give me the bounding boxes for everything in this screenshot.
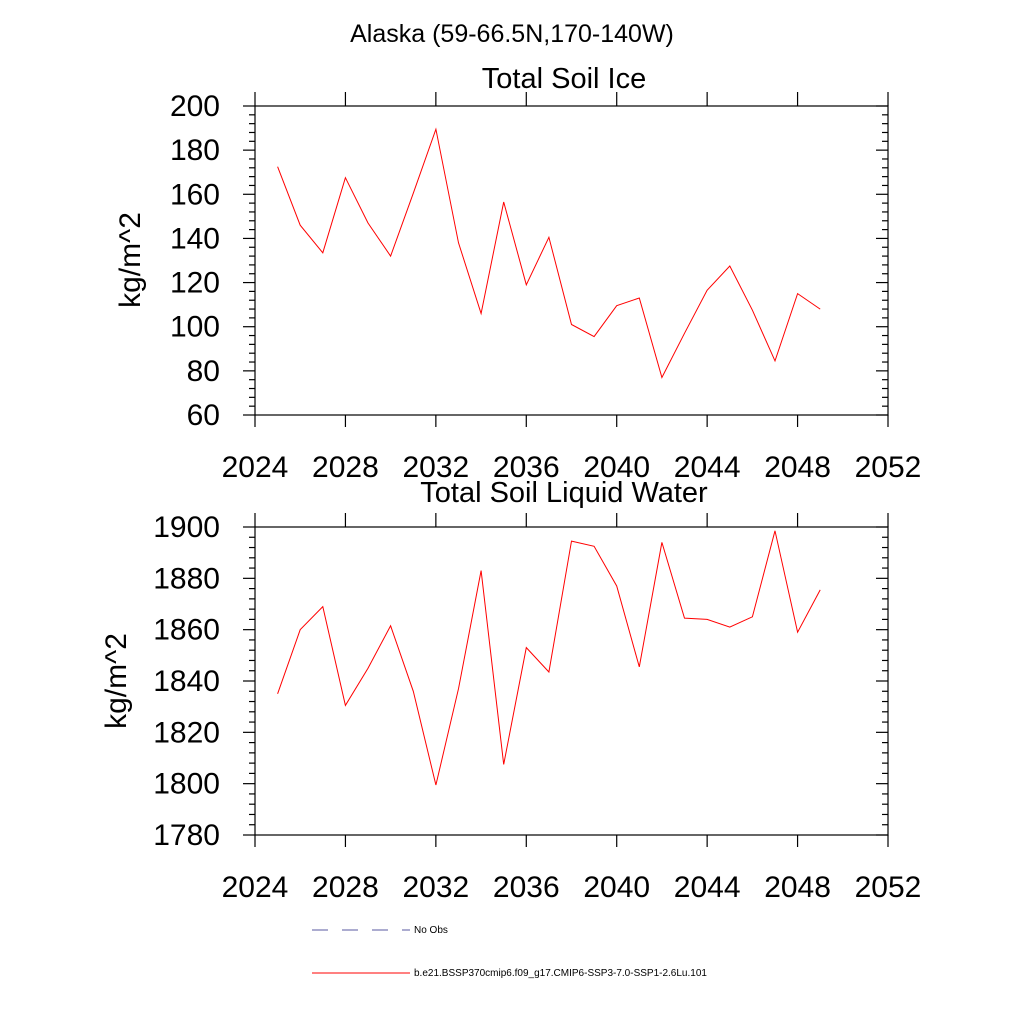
panel-total-soil-ice: Total Soil Ice kg/m^2 60 80 100 120 140 160 18… xyxy=(114,63,921,484)
legend-label-model-run: b.e21.BSSP370cmip6.f09_g17.CMIP6-SSP3-7.… xyxy=(414,968,707,979)
y-tick-label: 1840 xyxy=(153,665,220,698)
y-tick-label: 140 xyxy=(170,222,220,255)
series-line xyxy=(277,530,821,786)
y-tick-label: 160 xyxy=(170,178,220,211)
y-tick-label: 1820 xyxy=(153,716,220,749)
y-tick-label: 60 xyxy=(187,399,220,432)
figure-suptitle: Alaska (59-66.5N,170-140W) xyxy=(350,20,674,48)
panel-title: Total Soil Ice xyxy=(482,63,646,95)
x-tick-label: 2024 xyxy=(222,871,289,904)
y-axis-label: kg/m^2 xyxy=(114,212,147,308)
x-tick-label: 2048 xyxy=(764,871,831,904)
y-tick-label: 1880 xyxy=(153,562,220,595)
x-tick-label: 2040 xyxy=(583,451,650,484)
y-tick-label: 100 xyxy=(170,311,220,344)
x-tick-label: 2044 xyxy=(674,871,741,904)
x-tick-label: 2036 xyxy=(493,871,560,904)
y-tick-label: 1860 xyxy=(153,614,220,647)
y-tick-label: 180 xyxy=(170,134,220,167)
x-tick-label: 2028 xyxy=(312,871,379,904)
panel-total-soil-liquid-water: Total Soil Liquid Water kg/m^2 1780 1800 1… xyxy=(100,477,921,904)
y-tick-label: 120 xyxy=(170,267,220,300)
y-tick-label: 1900 xyxy=(153,511,220,544)
y-tick-label: 80 xyxy=(187,355,220,388)
y-tick-label: 200 xyxy=(170,90,220,123)
panel-title: Total Soil Liquid Water xyxy=(420,477,708,509)
x-tick-label: 2040 xyxy=(583,871,650,904)
x-tick-label: 2032 xyxy=(402,451,469,484)
x-tick-label: 2032 xyxy=(402,871,469,904)
x-tick-label: 2044 xyxy=(674,451,741,484)
x-tick-label: 2036 xyxy=(493,451,560,484)
x-tick-label: 2024 xyxy=(222,451,289,484)
x-tick-label: 2028 xyxy=(312,451,379,484)
series-line xyxy=(277,127,821,379)
x-tick-label: 2052 xyxy=(855,451,922,484)
plot-frame xyxy=(254,105,889,416)
legend: No Obs b.e21.BSSP370cmip6.f09_g17.CMIP6-… xyxy=(312,925,707,979)
y-tick-label: 1800 xyxy=(153,768,220,801)
y-axis-label: kg/m^2 xyxy=(100,633,133,729)
x-tick-label: 2048 xyxy=(764,451,831,484)
y-tick-label: 1780 xyxy=(153,819,220,852)
legend-label-no-obs: No Obs xyxy=(414,925,448,936)
plot-frame xyxy=(254,526,889,836)
x-tick-label: 2052 xyxy=(855,871,922,904)
